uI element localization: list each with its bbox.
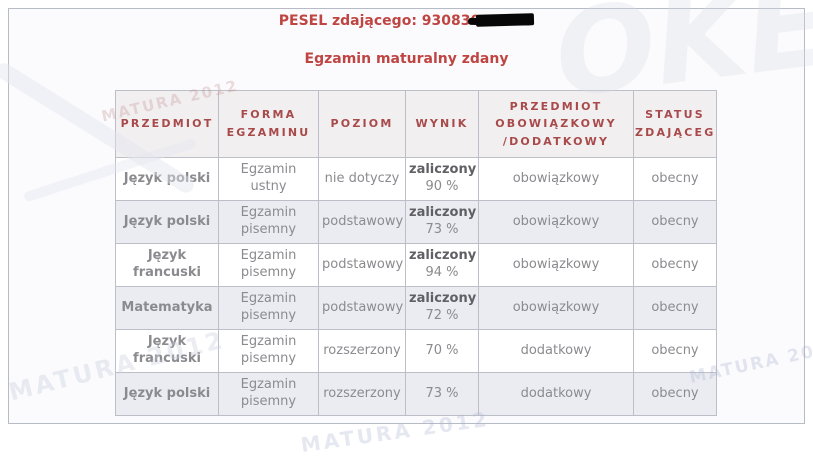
table-row: Język polski Egzamin ustny nie dotyczy z…: [115, 157, 717, 201]
cell-forma: Egzamin pisemny: [218, 286, 319, 330]
cell-przedmiot: Język francuski: [115, 329, 219, 373]
result-passed-label: zaliczony: [409, 205, 477, 221]
cell-forma: Egzamin pisemny: [218, 243, 319, 287]
column-header-przedmiot-obowiazkowy: PRZEDMIOT OBOWIĄZKOWY /DODATKOWY: [478, 90, 634, 158]
result-passed-label: zaliczony: [409, 162, 477, 178]
cell-rodzaj: obowiązkowy: [478, 286, 634, 330]
cell-poziom: nie dotyczy: [318, 157, 406, 201]
exam-result-heading: Egzamin maturalny zdany: [304, 51, 509, 67]
table-row: Język francuski Egzamin pisemny rozszerz…: [115, 329, 717, 373]
result-percent: 73 %: [425, 385, 459, 401]
cell-poziom: rozszerzony: [318, 329, 406, 373]
column-header-poziom: POZIOM: [318, 90, 406, 158]
result-percent: 73 %: [425, 222, 459, 237]
cell-wynik: 73 %: [405, 372, 479, 416]
cell-wynik: zaliczony 94 %: [405, 243, 479, 287]
cell-przedmiot: Język francuski: [115, 243, 219, 287]
cell-rodzaj: dodatkowy: [478, 329, 634, 373]
cell-poziom: rozszerzony: [318, 372, 406, 416]
cell-status: obecny: [633, 200, 717, 244]
result-passed-label: zaliczony: [409, 291, 477, 307]
cell-status: obecny: [633, 372, 717, 416]
cell-rodzaj: dodatkowy: [478, 372, 634, 416]
cell-status: obecny: [633, 157, 717, 201]
column-header-status-zdajacego: STATUS ZDAJĄCEGO: [633, 90, 717, 158]
cell-forma: Egzamin pisemny: [218, 200, 319, 244]
result-percent: 94 %: [425, 265, 459, 280]
result-percent: 90 %: [425, 179, 459, 194]
table-row: Matematyka Egzamin pisemny podstawowy za…: [115, 286, 717, 330]
cell-rodzaj: obowiązkowy: [478, 157, 634, 201]
column-header-forma-egzaminu: FORMA EGZAMINU: [218, 90, 319, 158]
cell-poziom: podstawowy: [318, 286, 406, 330]
cell-przedmiot: Język polski: [115, 372, 219, 416]
column-header-przedmiot: PRZEDMIOT: [115, 90, 219, 158]
cell-forma: Egzamin ustny: [218, 157, 319, 201]
pesel-redaction-bar: [476, 13, 535, 27]
pesel-heading: PESEL zdającego: 930830: [0, 13, 813, 29]
cell-status: obecny: [633, 243, 717, 287]
table-row: Język francuski Egzamin pisemny podstawo…: [115, 243, 717, 287]
cell-forma: Egzamin pisemny: [218, 372, 319, 416]
table-row: Język polski Egzamin pisemny podstawowy …: [115, 200, 717, 244]
cell-wynik: zaliczony 73 %: [405, 200, 479, 244]
pesel-label: PESEL zdającego:: [278, 13, 417, 29]
result-percent: 70 %: [425, 342, 459, 358]
pesel-value: 930830: [421, 13, 481, 29]
cell-wynik: zaliczony 90 %: [405, 157, 479, 201]
cell-wynik: 70 %: [405, 329, 479, 373]
cell-przedmiot: Język polski: [115, 157, 219, 201]
result-percent: 72 %: [425, 308, 459, 323]
cell-rodzaj: obowiązkowy: [478, 243, 634, 287]
cell-przedmiot: Język polski: [115, 200, 219, 244]
cell-poziom: podstawowy: [318, 200, 406, 244]
result-passed-label: zaliczony: [409, 248, 477, 264]
table-row: Język polski Egzamin pisemny rozszerzony…: [115, 372, 717, 416]
cell-przedmiot: Matematyka: [115, 286, 219, 330]
results-table: PRZEDMIOT FORMA EGZAMINU POZIOM WYNIK PR…: [115, 90, 717, 416]
column-header-wynik: WYNIK: [405, 90, 479, 158]
cell-wynik: zaliczony 72 %: [405, 286, 479, 330]
cell-forma: Egzamin pisemny: [218, 329, 319, 373]
cell-status: obecny: [633, 329, 717, 373]
cell-poziom: podstawowy: [318, 243, 406, 287]
cell-rodzaj: obowiązkowy: [478, 200, 634, 244]
results-table-header-row: PRZEDMIOT FORMA EGZAMINU POZIOM WYNIK PR…: [115, 90, 717, 158]
cell-status: obecny: [633, 286, 717, 330]
